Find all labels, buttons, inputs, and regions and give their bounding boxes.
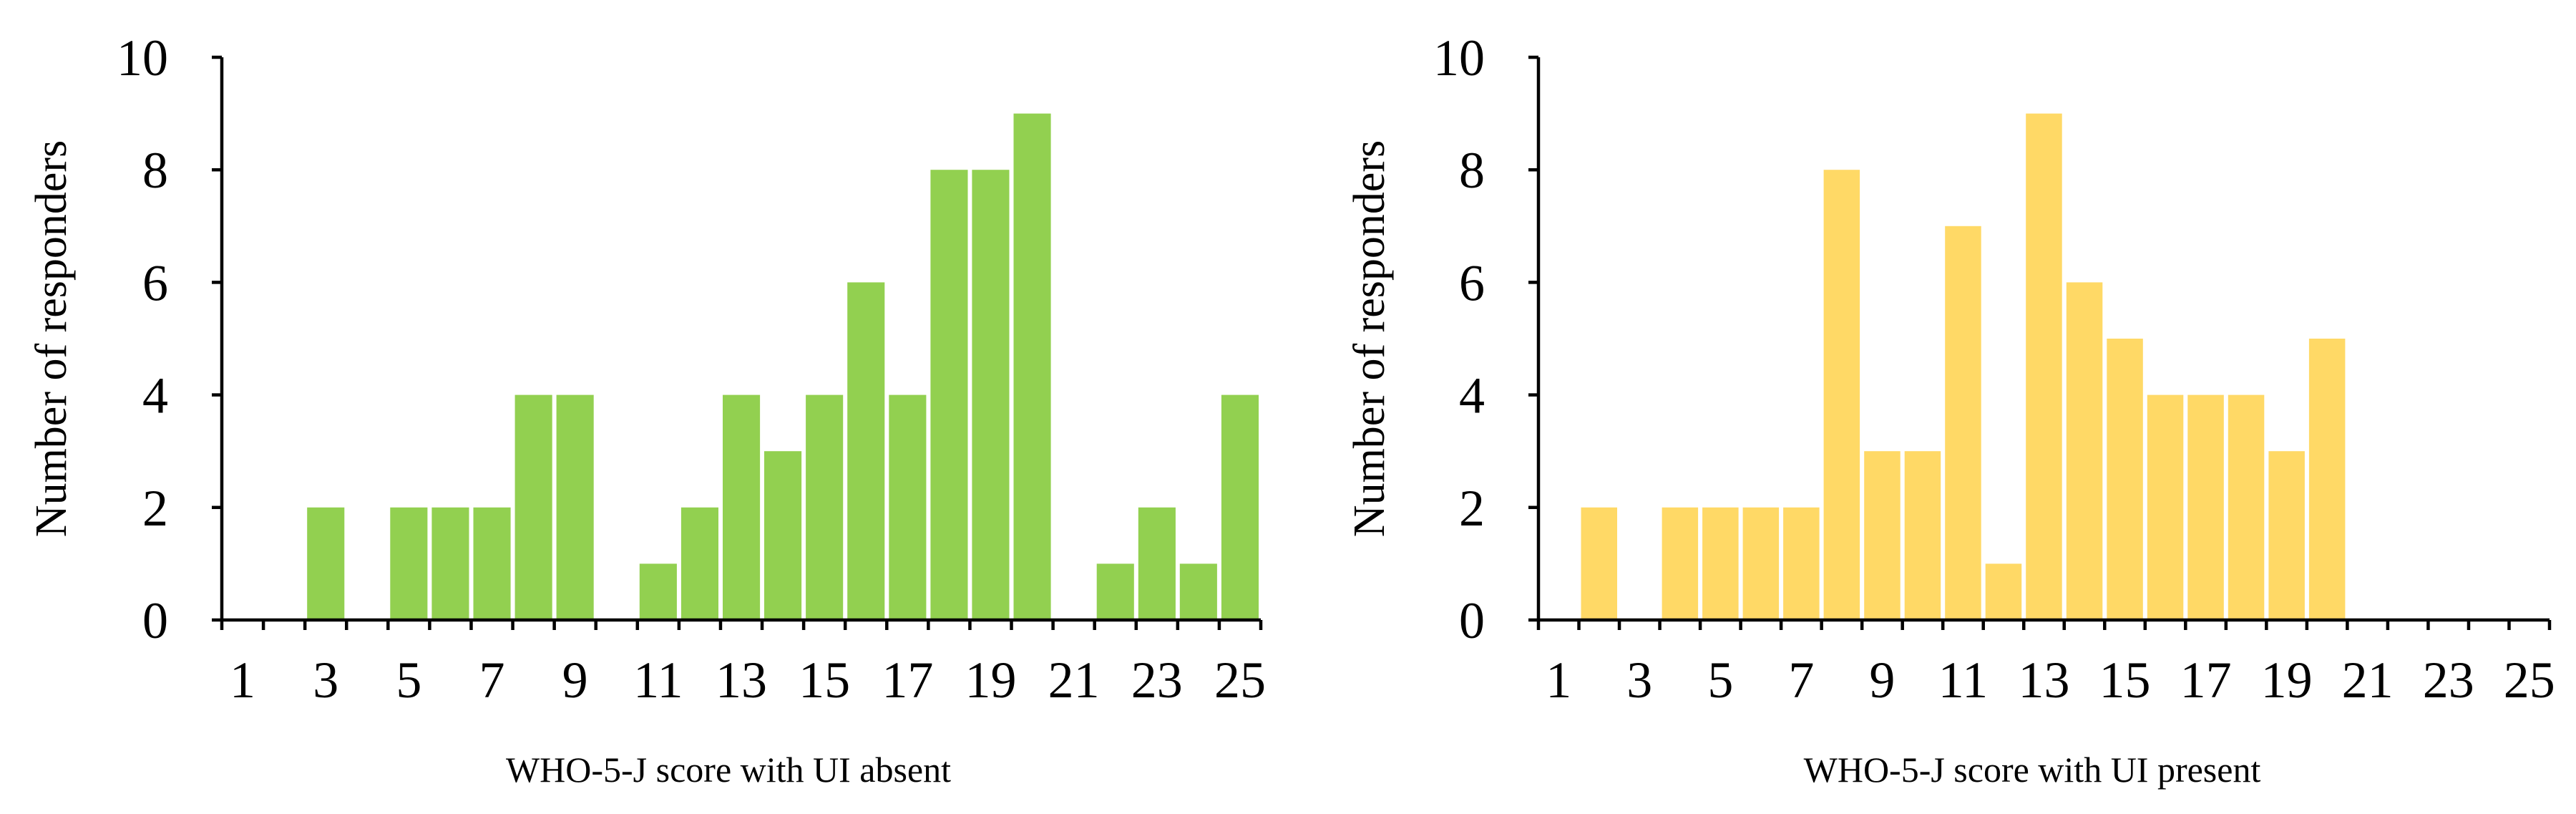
x-tick-label: 11: [1938, 651, 1988, 709]
x-tick-label: 19: [2261, 651, 2313, 709]
bar-score-16: [847, 282, 885, 620]
bar-score-16: [2147, 394, 2184, 620]
bar-score-14: [764, 451, 802, 620]
bar-score-25: [1221, 394, 1259, 620]
x-tick-label: 3: [313, 651, 338, 709]
y-tick-label: 0: [142, 592, 168, 649]
bar-score-10: [1904, 451, 1941, 620]
bar-score-7: [473, 507, 511, 620]
x-tick-label: 25: [1214, 651, 1266, 709]
x-tick-label: 5: [1707, 651, 1733, 709]
x-tick-label: 5: [396, 651, 421, 709]
y-tick-label: 6: [142, 254, 168, 311]
bar-score-20: [1013, 113, 1051, 621]
x-tick-label: 21: [1048, 651, 1100, 709]
bar-score-2: [1581, 507, 1617, 620]
y-axis-title: Number of responders: [1345, 140, 1394, 537]
x-tick-label: 15: [799, 651, 850, 709]
x-tick-label: 13: [716, 651, 767, 709]
bar-score-23: [1138, 507, 1176, 620]
y-tick-label: 2: [1459, 480, 1485, 537]
y-axis-title: Number of responders: [27, 140, 76, 537]
x-tick-label: 7: [479, 651, 505, 709]
bar-score-5: [1702, 507, 1739, 620]
bar-score-13: [2026, 113, 2062, 621]
y-tick-label: 4: [1459, 367, 1485, 425]
y-tick-label: 0: [1459, 592, 1485, 649]
bar-score-14: [2066, 282, 2103, 620]
y-tick-label: 10: [1433, 29, 1485, 87]
x-tick-label: 25: [2504, 651, 2555, 709]
bar-score-11: [1945, 226, 1981, 620]
bar-score-6: [1742, 507, 1780, 620]
x-tick-label: 23: [2423, 651, 2474, 709]
x-axis-title: WHO-5-J score with UI present: [1804, 750, 2261, 790]
bar-score-20: [2308, 339, 2346, 620]
x-tick-label: 1: [1546, 651, 1571, 709]
bar-score-17: [889, 394, 927, 620]
y-tick-label: 6: [1459, 254, 1485, 311]
bar-score-15: [2107, 339, 2143, 620]
x-tick-label: 1: [230, 651, 255, 709]
bar-score-8: [514, 394, 552, 620]
y-tick-label: 10: [117, 29, 168, 87]
bar-score-5: [390, 507, 428, 620]
bar-score-7: [1783, 507, 1820, 620]
bar-score-13: [723, 394, 761, 620]
bar-score-3: [307, 507, 345, 620]
x-tick-label: 17: [882, 651, 933, 709]
bar-score-11: [639, 563, 677, 620]
bar-score-9: [1864, 451, 1901, 620]
x-tick-label: 3: [1626, 651, 1652, 709]
x-tick-label: 19: [965, 651, 1016, 709]
bar-score-19: [972, 170, 1010, 620]
bar-score-22: [1096, 563, 1134, 620]
x-tick-label: 9: [562, 651, 588, 709]
bar-score-4: [1662, 507, 1699, 620]
bar-score-19: [2268, 451, 2305, 620]
bar-score-15: [806, 394, 844, 620]
x-tick-label: 21: [2342, 651, 2394, 709]
bar-score-18: [2228, 394, 2265, 620]
bar-score-24: [1179, 563, 1217, 620]
x-tick-label: 15: [2099, 651, 2151, 709]
x-tick-label: 11: [633, 651, 683, 709]
y-tick-label: 8: [142, 142, 168, 199]
bar-score-9: [556, 394, 594, 620]
bar-score-12: [680, 507, 718, 620]
y-tick-label: 4: [142, 367, 168, 425]
x-tick-label: 13: [2019, 651, 2070, 709]
x-tick-label: 23: [1131, 651, 1183, 709]
y-tick-label: 8: [1459, 142, 1485, 199]
x-axis-title: WHO-5-J score with UI absent: [506, 750, 951, 790]
x-tick-label: 7: [1788, 651, 1814, 709]
y-tick-label: 2: [142, 480, 168, 537]
bar-score-17: [2187, 394, 2224, 620]
bar-score-6: [431, 507, 469, 620]
bar-score-18: [930, 170, 968, 620]
bar-score-8: [1823, 170, 1860, 620]
x-tick-label: 17: [2180, 651, 2232, 709]
bar-score-12: [1985, 563, 2022, 620]
x-tick-label: 9: [1869, 651, 1895, 709]
